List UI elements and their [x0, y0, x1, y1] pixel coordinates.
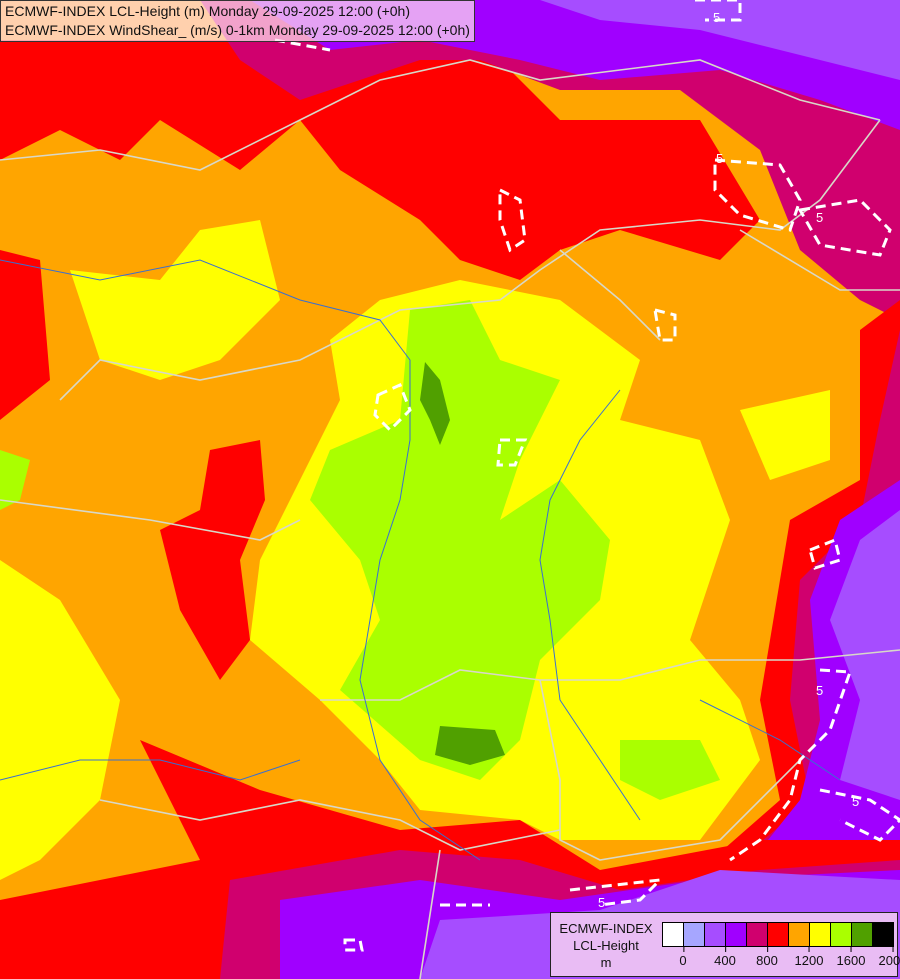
- legend-swatch: [747, 923, 768, 946]
- field-violet-east: [830, 510, 900, 800]
- legend-tick-label: 0: [679, 947, 687, 968]
- title-line-lcl-height: ECMWF-INDEX LCL-Height (m) Monday 29-09-…: [5, 3, 410, 19]
- legend-variable: LCL-Height: [573, 938, 639, 953]
- field-magenta-north: [200, 0, 900, 320]
- contour-label: 5: [852, 794, 859, 809]
- legend-swatch: [726, 923, 747, 946]
- contour-label: 5: [816, 683, 823, 698]
- legend-swatch: [789, 923, 810, 946]
- field-green-south: [435, 726, 505, 765]
- legend-tick-label: 1200: [795, 947, 823, 968]
- windshear-contour-labels: 5 5 5 5 5 5: [598, 10, 859, 910]
- windshear-contours: [274, 0, 900, 952]
- legend-swatch: [663, 923, 684, 946]
- field-yellow-northwest: [70, 220, 280, 380]
- legend-tick-label: 2000: [879, 947, 900, 968]
- legend-tick-label: 800: [756, 947, 778, 968]
- field-yellow-east: [740, 390, 830, 480]
- legend-swatch: [831, 923, 852, 946]
- contour-label: 5: [598, 895, 605, 910]
- field-yellowgreen-central: [310, 300, 610, 780]
- legend-source: ECMWF-INDEX: [559, 921, 653, 936]
- legend-swatch: [768, 923, 789, 946]
- legend-unit: m: [600, 955, 612, 970]
- field-yellowgreen-southeast: [620, 740, 720, 800]
- legend-swatch: [852, 923, 873, 946]
- contour-label: 5: [816, 210, 823, 225]
- contour-label: 5: [716, 151, 723, 166]
- contour-label: 5: [713, 10, 720, 25]
- field-violet-north: [540, 0, 900, 80]
- field-red-north: [0, 40, 760, 280]
- field-red-northwest: [0, 250, 50, 420]
- legend-tick-label: 400: [714, 947, 736, 968]
- river: [0, 259, 841, 861]
- legend-tick-label: 1600: [837, 947, 865, 968]
- field-yellowgreen-west: [0, 450, 30, 510]
- legend-swatches: [662, 922, 894, 947]
- legend-ticks: 0 400 800 1200 1600 2000: [662, 947, 900, 971]
- title-line-windshear: ECMWF-INDEX WindShear_ (m/s) 0-1km Monda…: [5, 22, 470, 38]
- field-yellow-west: [0, 560, 120, 880]
- legend-swatch: [705, 923, 726, 946]
- field-green-north: [420, 362, 450, 445]
- map-title: ECMWF-INDEX LCL-Height (m) Monday 29-09-…: [0, 0, 475, 42]
- color-legend: ECMWF-INDEX LCL-Height m 0 400 800 1200 1600…: [550, 912, 900, 977]
- legend-swatch: [873, 923, 893, 946]
- legend-label: ECMWF-INDEX LCL-Height m: [553, 920, 659, 971]
- field-red-west: [160, 440, 265, 680]
- legend-swatch: [810, 923, 831, 946]
- legend-swatch: [684, 923, 705, 946]
- country-border: [0, 59, 900, 979]
